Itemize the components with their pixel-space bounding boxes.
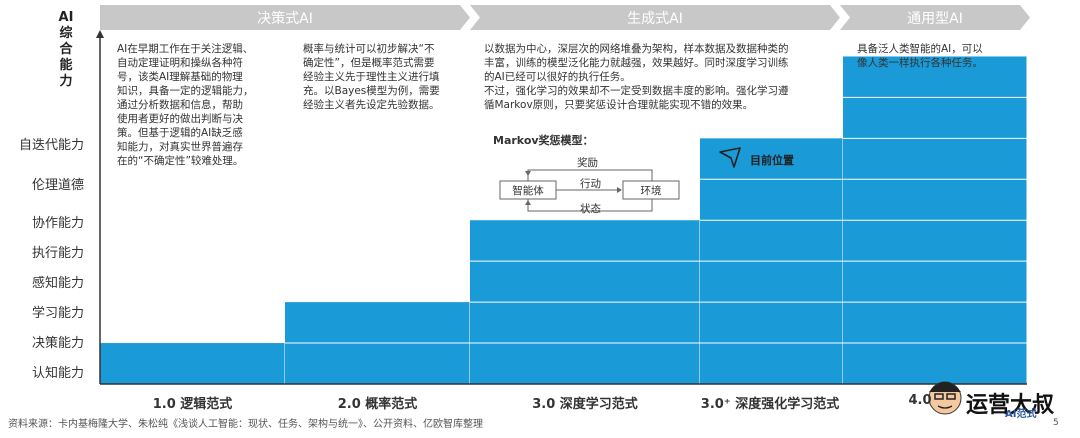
y-level-label: 协作能力 bbox=[31, 216, 84, 231]
markov-environment-label: 环境 bbox=[640, 185, 662, 197]
y-axis-arrowhead bbox=[96, 30, 104, 38]
markov-diagram bbox=[499, 169, 680, 212]
y-level-label: 感知能力 bbox=[31, 276, 84, 291]
bar-group bbox=[100, 56, 1028, 385]
markov-action-label: 行动 bbox=[580, 178, 601, 190]
banner-chevron bbox=[840, 5, 1030, 30]
banner-chevron bbox=[470, 5, 840, 30]
y-level-label: 学习能力 bbox=[31, 306, 84, 321]
mascot-avatar bbox=[928, 381, 962, 415]
markov-state-arrowhead bbox=[525, 200, 531, 205]
description-deep-learning-paradigm: 以数据为中心，深层次的网络堆叠为架构，样本数据及数据种类的 丰富，训练的模型泛化… bbox=[484, 43, 789, 111]
description-probability-paradigm: 概率与统计可以初步解决“不 确定性”，但是概率范式需要 经验主义先于理性主义进行… bbox=[303, 43, 440, 111]
banner-decision-ai: 决策式AI bbox=[257, 11, 313, 27]
banner-chevron bbox=[100, 5, 470, 30]
markov-reward-label: 奖励 bbox=[577, 157, 598, 169]
location-arrow-icon bbox=[719, 147, 741, 168]
brand-name: 运营大叔 bbox=[966, 393, 1055, 418]
x-category-label: 4.0 bbox=[908, 393, 932, 408]
y-level-label: 伦理道德 bbox=[31, 178, 84, 193]
banner-group bbox=[100, 5, 1030, 30]
markov-state-label: 状态 bbox=[580, 203, 601, 215]
description-logic-paradigm: AI在早期工作在于关注逻辑、 自动定理证明和操纵各种符 号，该类AI理解基础的物… bbox=[117, 43, 254, 167]
source-note: 资料来源：卡内基梅隆大学、朱松纯《浅谈人工智能：现状、任务、架构与统一》、公开资… bbox=[8, 419, 483, 430]
markov-agent-label: 智能体 bbox=[512, 185, 544, 197]
markov-reward-arrowhead bbox=[525, 171, 531, 176]
markov-title: Markov奖惩模型： bbox=[493, 134, 594, 147]
y-level-label: 决策能力 bbox=[31, 336, 84, 351]
y-level-label: 执行能力 bbox=[31, 246, 84, 261]
bar bbox=[100, 343, 285, 384]
current-position-label: 目前位置 bbox=[750, 154, 794, 167]
description-general-ai: 具备泛人类智能的AI，可以 像人类一样执行各种任务。 bbox=[857, 43, 983, 69]
y-level-label: 认知能力 bbox=[31, 366, 84, 381]
markov-env-box bbox=[622, 180, 680, 200]
x-category-label: 3.0⁺ 深度强化学习范式 bbox=[700, 397, 840, 412]
brand-sub: AI范式 bbox=[1005, 409, 1037, 420]
markov-action-arrowhead bbox=[617, 187, 622, 193]
banner-general-ai: 通用型AI bbox=[907, 11, 963, 27]
x-category-label: 1.0 逻辑范式 bbox=[152, 397, 233, 412]
y-axis-title: AI综合能力 bbox=[58, 10, 74, 89]
page-number: 5 bbox=[1053, 418, 1059, 428]
axes-group bbox=[96, 30, 1027, 385]
y-level-label: 自迭代能力 bbox=[18, 138, 84, 153]
x-category-label: 3.0 深度学习范式 bbox=[532, 397, 638, 412]
banner-generative-ai: 生成式AI bbox=[627, 11, 683, 27]
x-category-label: 2.0 概率范式 bbox=[337, 397, 418, 412]
